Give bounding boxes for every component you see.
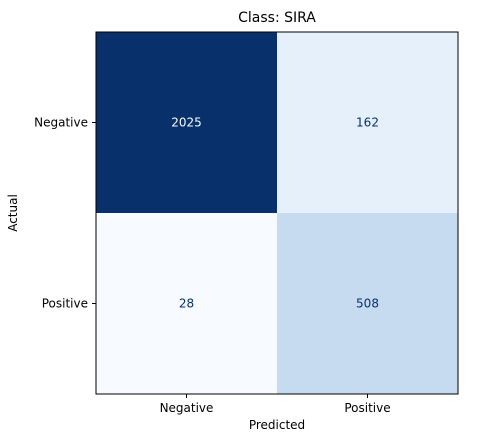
heatmap-cell-positive-positive [277,213,458,394]
axis-tick-labels: Negative Positive Negative Positive [34,116,390,416]
heatmap-cell-negative-negative [96,32,277,213]
cell-value-positive-negative: 28 [179,297,194,311]
heatmap-cells [96,32,458,394]
x-tick-label-positive: Positive [344,401,390,415]
cell-value-negative-negative: 2025 [171,116,202,130]
cell-value-negative-positive: 162 [356,116,379,130]
x-tick-label-negative: Negative [160,401,214,415]
chart-title: Class: SIRA [238,10,316,26]
y-tick-label-negative: Negative [34,116,88,130]
plot-frame [95,31,459,395]
cell-value-labels: 2025 162 28 508 [171,116,379,311]
cell-value-positive-positive: 508 [356,297,379,311]
heatmap-cell-negative-positive [277,32,458,213]
y-tick-label-positive: Positive [42,297,88,311]
axis-ticks [92,122,368,398]
y-axis-label: Actual [6,194,20,232]
heatmap-cell-positive-negative [96,213,277,394]
x-axis-label: Predicted [249,418,305,432]
